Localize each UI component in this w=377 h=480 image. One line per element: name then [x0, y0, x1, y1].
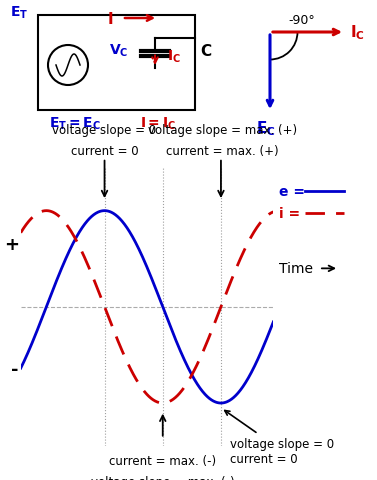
- Text: voltage slope = 0: voltage slope = 0: [52, 123, 156, 136]
- Text: -: -: [11, 360, 19, 379]
- Text: i =: i =: [279, 207, 300, 221]
- Text: I: I: [108, 12, 113, 26]
- Text: $\mathbf{E_T = E_C}$: $\mathbf{E_T = E_C}$: [49, 116, 101, 132]
- Text: e =: e =: [279, 185, 305, 199]
- Text: $\mathbf{E_C}$: $\mathbf{E_C}$: [256, 119, 276, 137]
- Text: current = max. (+): current = max. (+): [167, 144, 279, 157]
- Text: voltage slope = max. (+): voltage slope = max. (+): [148, 123, 297, 136]
- Text: $\mathbf{E_T}$: $\mathbf{E_T}$: [10, 5, 28, 21]
- Text: $\mathbf{I = I_C}$: $\mathbf{I = I_C}$: [140, 116, 176, 132]
- Text: current = 0: current = 0: [71, 144, 138, 157]
- Bar: [38, 16, 195, 111]
- Text: $\mathbf{I_C}$: $\mathbf{I_C}$: [350, 24, 365, 42]
- Text: $\mathbf{V_C}$: $\mathbf{V_C}$: [109, 43, 128, 59]
- Text: voltage slope = max. (-): voltage slope = max. (-): [91, 475, 234, 480]
- Text: C: C: [200, 45, 211, 60]
- Text: Time: Time: [279, 262, 313, 276]
- Text: -90°: -90°: [288, 14, 315, 27]
- Text: +: +: [4, 236, 19, 254]
- Text: $\mathbf{I_C}$: $\mathbf{I_C}$: [167, 48, 181, 65]
- Text: voltage slope = 0
current = 0: voltage slope = 0 current = 0: [225, 411, 334, 465]
- Text: current = max. (-): current = max. (-): [109, 454, 216, 467]
